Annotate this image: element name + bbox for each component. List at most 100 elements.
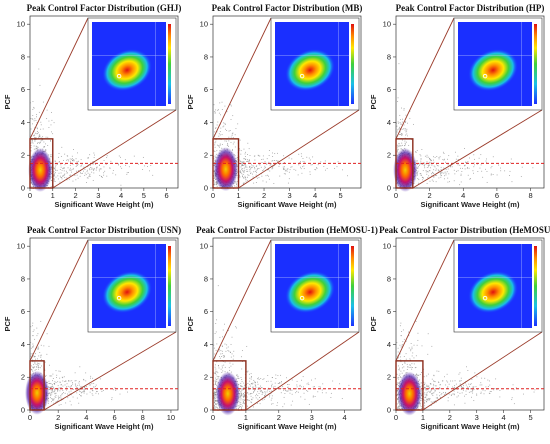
scatter-point [248,393,250,395]
scatter-point [408,144,410,146]
scatter-point [223,357,225,358]
scatter-point [50,383,52,385]
scatter-point [87,172,89,174]
scatter-point [255,174,257,176]
scatter-point [243,395,244,397]
scatter-point [70,385,72,387]
scatter-point [400,123,402,125]
scatter-point [260,166,262,168]
scatter-point [405,131,407,133]
scatter-point [240,170,242,172]
scatter-point [53,167,55,169]
scatter-point [247,160,249,162]
scatter-point [54,381,56,383]
zoom-connector-top [212,17,272,140]
scatter-point [285,389,286,391]
y-tick-label: 6 [21,85,25,94]
scatter-point [266,391,268,393]
scatter-point [84,172,86,174]
scatter-point [33,135,35,137]
scatter-point [37,362,39,364]
scatter-point [424,382,426,384]
scatter-point [218,146,220,148]
scatter-point [232,115,234,117]
scatter-point [78,380,80,382]
scatter-point [110,160,112,162]
scatter-point [255,397,257,399]
scatter-point [241,386,243,388]
zoom-connector-top [212,239,272,362]
scatter-point [103,172,105,174]
y-tick-label: 10 [200,242,208,251]
scatter-point [461,167,463,169]
scatter-point [242,164,244,166]
scatter-point [239,396,241,398]
scatter-point [230,104,232,106]
scatter-point [215,331,217,333]
scatter-point [87,157,89,159]
scatter-point [280,374,282,376]
scatter-point [37,147,38,149]
scatter-point [457,170,459,172]
scatter-point [90,375,92,377]
scatter-point [251,165,253,167]
scatter-point [247,142,249,144]
scatter-point [321,389,323,391]
scatter-point [444,175,445,177]
scatter-point [270,163,272,164]
scatter-point [218,367,220,369]
scatter-point [91,393,93,395]
scatter-point [420,382,422,384]
scatter-point [77,163,79,165]
scatter-point [273,183,275,184]
scatter-point [269,164,271,166]
scatter-point [215,368,217,370]
scatter-point [303,386,304,388]
scatter-point [416,187,418,189]
scatter-point [247,159,249,161]
scatter-point [238,407,240,408]
scatter-point [424,163,426,165]
scatter-point [65,380,67,382]
panel-title: Peak Control Factor Distribution (MB) [212,3,363,13]
scatter-point [34,132,36,134]
scatter-point [236,375,238,377]
y-tick-label: 8 [21,274,25,283]
y-tick-label: 10 [17,20,25,29]
scatter-point [79,394,80,395]
scatter-point [230,141,232,143]
scatter-point [402,144,403,146]
scatter-point [404,128,406,130]
scatter-point [433,156,434,158]
scatter-point [79,366,81,368]
scatter-point [272,166,274,168]
zoom-connector-bottom [412,109,543,189]
scatter-point [428,398,429,400]
scatter-point [53,171,55,173]
scatter-point [51,389,53,391]
scatter-point [75,179,77,181]
scatter-point [48,400,50,402]
scatter-point [254,167,255,168]
scatter-point [35,120,37,122]
scatter-point [429,180,431,182]
scatter-point [287,387,289,389]
scatter-point [277,375,279,377]
scatter-point [69,386,71,388]
scatter-point [241,385,243,387]
scatter-point [262,392,264,394]
scatter-point [83,378,85,380]
density-inset [87,239,177,333]
scatter-point [251,402,253,404]
scatter-point [405,340,407,342]
scatter-point [462,386,464,388]
scatter-point [219,102,221,104]
scatter-point [257,154,259,156]
scatter-point [347,175,348,177]
scatter-point [115,174,117,176]
scatter-point [324,160,326,162]
scatter-point [314,396,316,398]
scatter-point [53,122,55,124]
scatter-point [258,377,259,379]
scatter-point [269,170,271,172]
